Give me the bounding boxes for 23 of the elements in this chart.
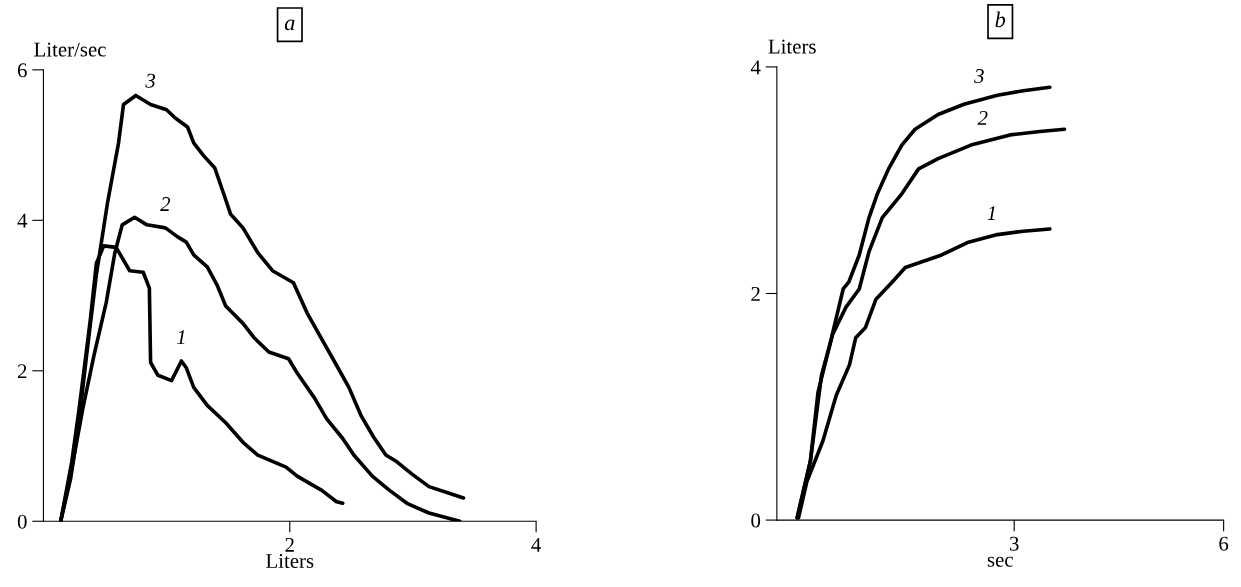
chart-title: b	[995, 11, 1006, 28]
y-tick-label: 4	[17, 213, 28, 228]
y-tick-label: 6	[17, 63, 27, 78]
x-tick-label: 6	[1219, 536, 1229, 551]
y-axis-title: Liters	[768, 39, 816, 54]
y-tick-label: 2	[751, 286, 760, 301]
chart-title: a	[284, 19, 295, 31]
annotation: 1	[987, 206, 995, 220]
y-tick-label: 0	[751, 513, 761, 528]
annotation: 3	[145, 73, 156, 88]
y-tick-label: 4	[750, 60, 761, 75]
x-axis-title: sec	[987, 556, 1013, 567]
y-tick-label: 2	[17, 364, 27, 379]
y-tick-label: 0	[17, 514, 27, 529]
annotation: 1	[176, 330, 185, 345]
x-axis-title: Liters	[266, 554, 314, 569]
annotation: 3	[974, 69, 984, 84]
x-tick-label: 2	[285, 537, 294, 552]
x-tick-label: 4	[531, 537, 541, 552]
annotation: 2	[977, 110, 988, 125]
x-tick-label: 3	[1009, 536, 1019, 551]
y-axis-title: Liter/sec	[34, 42, 106, 57]
annotation: 2	[160, 197, 171, 211]
